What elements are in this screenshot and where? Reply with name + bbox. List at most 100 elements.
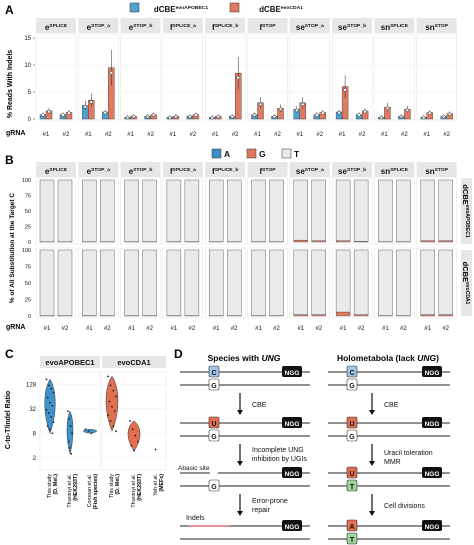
stacked-bar xyxy=(251,249,266,316)
data-point xyxy=(357,113,361,117)
facet-strip xyxy=(78,162,119,177)
facet-label-base: f xyxy=(212,167,215,176)
arrow-head xyxy=(369,410,375,415)
facet-strip xyxy=(416,162,457,177)
base-u-letter: U xyxy=(349,471,354,478)
data-point xyxy=(210,115,214,120)
facet-label: fSPLICE_a xyxy=(170,23,196,32)
panel-a-xlabel: gRNA xyxy=(6,130,25,137)
x-tick-label: #1 xyxy=(297,326,304,332)
base-g xyxy=(346,429,358,442)
base-u-letter: U xyxy=(211,421,216,428)
facet-label-sup: STOP xyxy=(435,23,449,29)
row-strip xyxy=(461,250,472,316)
x-tick-label: #2 xyxy=(146,326,153,332)
facet-label: fSPLICE_b xyxy=(212,167,238,176)
base-g-letter: G xyxy=(211,383,217,390)
facet-label-base: e xyxy=(45,23,50,32)
data-point xyxy=(67,440,70,443)
data-point xyxy=(236,75,240,80)
x-tick-label: #2 xyxy=(443,132,450,138)
facet-strip xyxy=(120,162,161,177)
x-tick-label: #1 xyxy=(171,326,178,332)
stacked-bar xyxy=(124,249,139,316)
pam-label: NGG xyxy=(425,421,440,428)
x-tick-label: #2 xyxy=(442,326,449,332)
facet-label-base: e xyxy=(45,167,50,176)
facet-strip xyxy=(205,162,246,177)
x-tick-label: #1 xyxy=(43,132,50,138)
data-point xyxy=(131,114,136,119)
data-point xyxy=(321,111,325,115)
facet-label-base: e xyxy=(129,167,134,176)
pam-label: NGG xyxy=(425,370,440,377)
y-tick-label: 0 xyxy=(28,314,31,320)
step-label: repair xyxy=(252,507,271,514)
data-point xyxy=(405,108,410,113)
facet-strip xyxy=(332,162,373,177)
facet-label: snSPLICE xyxy=(381,23,409,32)
facet-label: seSTOP_b xyxy=(338,167,366,176)
data-point xyxy=(154,448,157,451)
data-point xyxy=(421,115,426,120)
panel-d-right-title: Holometabola (lack UNG) xyxy=(337,353,439,363)
pam-label: NGG xyxy=(425,471,440,478)
base-u xyxy=(208,416,220,429)
data-point xyxy=(52,391,55,394)
data-point xyxy=(90,432,93,435)
stacked-bar xyxy=(396,249,411,316)
group-strip xyxy=(102,356,166,368)
violin xyxy=(66,410,74,455)
stacked-bar xyxy=(293,249,308,315)
data-point xyxy=(115,430,117,433)
stacked-bar xyxy=(335,311,351,317)
legend-a: dCBEevoAPOBEC1 dCBEevoCDA1 xyxy=(129,2,303,14)
base-t-letter: T xyxy=(350,537,355,544)
facet-label-base: se xyxy=(296,23,305,32)
legend-swatch xyxy=(246,148,257,159)
data-point xyxy=(112,425,115,427)
panel-d-diagram: C NGG G CBE U NGG G Incomplete UNG inhibition by… xyxy=(178,365,450,545)
data-point xyxy=(134,434,137,437)
legend-label: A xyxy=(224,149,230,159)
facet-strip xyxy=(374,162,415,177)
row-label-base: dCBE xyxy=(461,184,470,204)
facet-label-sup: STOP xyxy=(435,167,449,173)
base-u-letter: U xyxy=(349,421,354,428)
facet-label-sup: SPLICE_b xyxy=(215,167,239,173)
stacked-bar xyxy=(269,179,284,242)
legend-swatch xyxy=(129,2,140,13)
x-tick-label: #2 xyxy=(273,326,280,332)
data-point xyxy=(71,432,73,435)
x-tick-label: #2 xyxy=(231,326,238,332)
legend-label: T xyxy=(294,149,300,159)
base-g-letter: G xyxy=(211,484,217,491)
pam-box xyxy=(282,467,302,478)
step-label: CBE xyxy=(384,402,399,409)
data-point xyxy=(107,414,109,417)
facet-label: eSPLICE xyxy=(45,167,68,176)
x-tick-label: #1 xyxy=(339,132,346,138)
facet-label: eSTOP_a xyxy=(87,167,111,176)
facet-label: snSPLICE xyxy=(381,167,409,176)
facet-strip xyxy=(289,162,330,177)
step-label: Incomplete UNG xyxy=(252,447,304,454)
data-point xyxy=(89,100,94,104)
facet-label-base: sn xyxy=(381,167,390,176)
x-tick-label: #2 xyxy=(358,326,365,332)
panel-label-c: C xyxy=(5,347,14,361)
data-point xyxy=(168,115,172,120)
arrow-head xyxy=(237,410,243,415)
facet-label-base: f xyxy=(259,23,262,32)
stacked-bar xyxy=(82,179,97,242)
data-point xyxy=(343,88,347,92)
pam-label: NGG xyxy=(285,524,300,531)
data-point xyxy=(252,113,257,117)
stacked-bar xyxy=(378,179,393,242)
row-strip xyxy=(461,178,472,244)
y-tick-label: 50 xyxy=(25,281,31,287)
facet-label: eSTOP_b xyxy=(129,167,153,176)
